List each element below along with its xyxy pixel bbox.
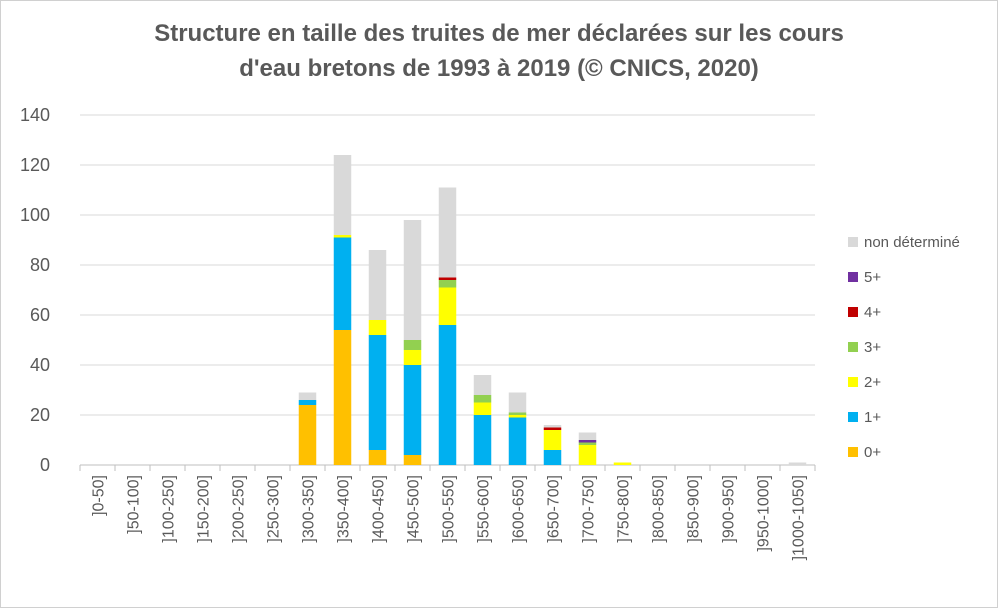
bar-segment-1- (473, 415, 492, 465)
bar-segment-3- (403, 340, 422, 350)
bar-segment-3- (473, 395, 492, 403)
bars (298, 155, 807, 465)
bar-segment-non-d-termin- (368, 250, 387, 320)
bar-segment-3- (508, 412, 527, 415)
x-tick-label: ]750-800] (616, 475, 633, 543)
x-tick-label: ]0-50] (91, 475, 108, 516)
legend-swatch (848, 447, 858, 457)
bar-segment-1- (438, 325, 457, 465)
x-tick-label: ]950-1000] (756, 475, 773, 552)
x-tick-label: ]300-350] (301, 475, 318, 543)
bar-segment-1- (508, 417, 527, 465)
x-tick-label: ]850-900] (686, 475, 703, 543)
x-tick-label: ]600-650] (511, 475, 528, 543)
y-tick-label: 40 (30, 355, 50, 375)
legend-swatch (848, 237, 858, 247)
x-tick-label: ]500-550] (441, 475, 458, 543)
legend-label: non déterminé (864, 234, 960, 251)
bar-segment-non-d-termin- (578, 432, 597, 440)
legend-label: 0+ (864, 444, 881, 461)
x-tick-label: ]200-250] (231, 475, 248, 543)
bar-segment-1- (368, 335, 387, 450)
legend-swatch (848, 307, 858, 317)
x-tick-label: ]800-850] (651, 475, 668, 543)
legend-swatch (848, 412, 858, 422)
x-tick-label: ]250-300] (266, 475, 283, 543)
bar-segment-2- (438, 287, 457, 325)
bar-segment-non-d-termin- (508, 392, 527, 413)
legend-label: 1+ (864, 409, 881, 426)
legend-swatch (848, 377, 858, 387)
legend-label: 5+ (864, 269, 881, 286)
bar-segment-2- (543, 430, 562, 450)
bar-segment-0- (368, 450, 387, 465)
x-tick-label: ]100-250] (161, 475, 178, 543)
bar-segment-non-d-termin- (403, 220, 422, 340)
x-tick-label: ]400-450] (371, 475, 388, 543)
bar-segment-5- (578, 440, 597, 443)
bar-segment-4- (438, 277, 457, 280)
legend-swatch (848, 342, 858, 352)
bar-segment-2- (508, 415, 527, 418)
y-tick-label: 60 (30, 305, 50, 325)
x-tick-label: ]150-200] (196, 475, 213, 543)
y-tick-label: 140 (20, 105, 50, 125)
x-tick-label: ]1000-1050] (791, 475, 808, 560)
bar-segment-4- (543, 427, 562, 430)
legend-label: 4+ (864, 304, 881, 321)
bar-segment-non-d-termin- (333, 155, 352, 235)
legend: non déterminé 5+ 4+ 3+ 2+ 1+ 0+ (848, 234, 960, 461)
bar-segment-3- (438, 280, 457, 288)
x-tick-label: ]50-100] (126, 475, 143, 534)
x-tick-label: ]450-500] (406, 475, 423, 543)
bar-segment-non-d-termin- (438, 187, 457, 278)
x-tick-label: ]700-750] (581, 475, 598, 543)
bar-segment-1- (403, 365, 422, 455)
bar-segment-1- (543, 450, 562, 465)
bar-segment-2- (333, 235, 352, 238)
bar-segment-non-d-termin- (298, 392, 317, 400)
y-tick-label: 0 (40, 455, 50, 475)
x-axis: ]0-50] ]50-100] ]100-250] ]150-200] ]200-250… (79, 465, 816, 560)
legend-label: 2+ (864, 374, 881, 391)
bar-segment-non-d-termin- (473, 375, 492, 395)
x-tick-label: ]900-950] (721, 475, 738, 543)
bar-segment-2- (578, 445, 597, 465)
chart-title-line-1: Structure en taille des truites de mer d… (154, 20, 844, 47)
bar-segment-non-d-termin- (543, 425, 562, 428)
bar-segment-2- (368, 320, 387, 335)
y-tick-label: 20 (30, 405, 50, 425)
y-tick-label: 80 (30, 255, 50, 275)
bar-segment-2- (613, 462, 632, 465)
y-axis: 0 20 40 60 80 100 120 140 (20, 105, 50, 475)
bar-segment-2- (403, 350, 422, 365)
x-tick-label: ]350-400] (336, 475, 353, 543)
bar-segment-0- (298, 405, 317, 465)
bar-segment-non-d-termin- (788, 462, 807, 465)
x-tick-label: ]550-600] (476, 475, 493, 543)
bar-segment-1- (333, 237, 352, 330)
x-tick-label: ]650-700] (546, 475, 563, 543)
bar-segment-3- (578, 442, 597, 445)
bar-segment-0- (403, 455, 422, 465)
y-tick-label: 100 (20, 205, 50, 225)
legend-swatch (848, 272, 858, 282)
bar-segment-1- (298, 400, 317, 405)
bar-segment-2- (473, 402, 492, 415)
chart-title-line-2: d'eau bretons de 1993 à 2019 (© CNICS, 2… (239, 55, 759, 82)
y-tick-label: 120 (20, 155, 50, 175)
legend-label: 3+ (864, 339, 881, 356)
bar-segment-0- (333, 330, 352, 465)
